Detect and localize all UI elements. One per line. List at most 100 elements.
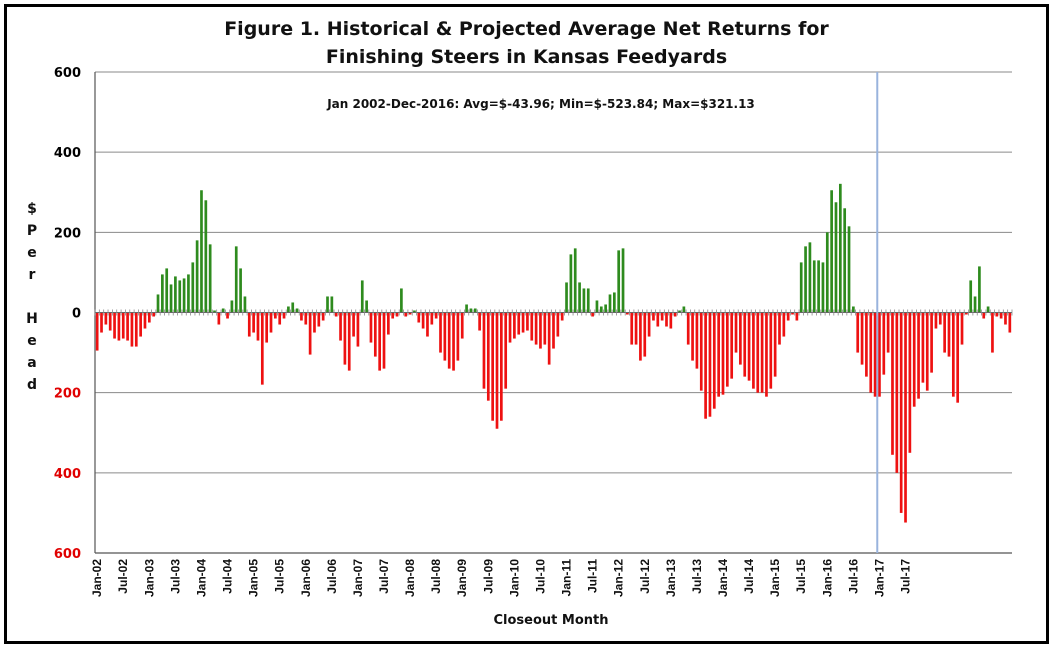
chart-title: Figure 1. Historical & Projected Average… <box>224 18 829 40</box>
bar <box>765 312 768 397</box>
bar <box>921 312 925 383</box>
bar <box>934 312 938 329</box>
bar <box>917 312 920 399</box>
x-tick-label: Jan-14 <box>716 559 730 597</box>
bar <box>973 296 977 313</box>
bar <box>673 312 677 317</box>
bar <box>465 304 468 313</box>
bar <box>652 312 655 321</box>
bar <box>174 276 177 313</box>
y-axis-label-char: r <box>28 267 36 283</box>
bar <box>369 312 373 343</box>
bar <box>647 312 651 337</box>
bar <box>221 308 225 313</box>
bar <box>421 312 425 329</box>
y-axis-label-char: e <box>27 245 37 261</box>
x-tick-label: Jan-13 <box>664 559 678 597</box>
bar <box>513 312 516 339</box>
bar <box>725 312 729 387</box>
bar <box>439 312 442 353</box>
bar <box>365 300 368 313</box>
x-tick-label: Jan-05 <box>247 559 261 597</box>
bar <box>899 312 903 513</box>
bar <box>547 312 551 365</box>
y-axis-label-char: d <box>26 377 38 393</box>
y-axis-label-char: a <box>27 355 37 371</box>
bar <box>339 312 342 341</box>
bar <box>1008 312 1012 333</box>
bar <box>995 312 999 317</box>
bar <box>543 312 547 345</box>
y-tick-label: 600 <box>54 66 81 81</box>
bar <box>878 312 881 397</box>
bar <box>208 244 212 313</box>
bar <box>143 312 147 329</box>
bar <box>234 246 238 313</box>
x-tick-label: Jul-04 <box>221 559 235 594</box>
bar <box>139 312 142 337</box>
x-tick-label: Jan-10 <box>507 559 521 597</box>
bar <box>799 262 803 313</box>
bar <box>274 312 277 319</box>
bar <box>573 248 577 313</box>
bar <box>108 312 112 331</box>
bar <box>604 304 607 313</box>
bar <box>187 274 190 313</box>
bar <box>908 312 912 453</box>
bar <box>991 312 994 353</box>
bar <box>200 190 203 313</box>
bar <box>825 232 829 313</box>
bar <box>739 312 742 365</box>
bar <box>595 300 599 313</box>
bar <box>578 282 581 313</box>
bar <box>460 312 464 339</box>
bar <box>969 280 973 313</box>
bar <box>552 312 555 349</box>
bar <box>695 312 699 369</box>
bar <box>430 312 434 325</box>
bar <box>656 312 660 327</box>
bar <box>443 312 447 361</box>
bar <box>660 312 664 321</box>
bar <box>521 312 525 333</box>
x-tick-label: Jan-12 <box>612 559 626 597</box>
bar <box>634 312 638 345</box>
bar <box>247 312 251 337</box>
x-tick-label: Jul-15 <box>794 559 808 594</box>
bar <box>591 312 594 317</box>
bar <box>886 312 890 353</box>
x-tick-label: Jul-02 <box>116 559 130 594</box>
bar <box>565 282 568 313</box>
x-tick-label: Jul-05 <box>273 559 287 594</box>
bar <box>473 308 477 313</box>
bar <box>121 312 125 339</box>
bar <box>752 312 755 389</box>
x-tick-label: Jul-11 <box>586 559 600 593</box>
bar <box>778 312 781 345</box>
x-tick-label: Jan-06 <box>299 559 313 597</box>
bar <box>982 312 986 319</box>
bar <box>786 312 790 321</box>
bar <box>486 312 490 401</box>
bar <box>830 190 833 313</box>
bar <box>586 288 590 313</box>
bar <box>152 312 156 317</box>
bar <box>213 310 216 313</box>
x-tick-label: Jul-17 <box>899 559 913 594</box>
y-tick-labels: 600 400 200 0 200 400 600 <box>54 66 81 562</box>
bar <box>447 312 451 369</box>
x-tick-label: Jul-09 <box>481 559 495 594</box>
bar <box>291 302 295 313</box>
bar <box>617 250 621 313</box>
axes <box>94 72 1013 554</box>
x-tick-label: Jan-02 <box>90 559 104 597</box>
bar <box>882 312 886 375</box>
bar <box>161 274 164 313</box>
bar <box>126 312 129 341</box>
bar <box>330 296 334 313</box>
bar <box>678 310 681 313</box>
bar <box>782 312 786 337</box>
bar <box>478 312 481 331</box>
x-tick-labels: Jan-02 Jul-02 Jan-03 Jul-03 Jan-04 Jul-04 Jan-… <box>90 559 912 597</box>
